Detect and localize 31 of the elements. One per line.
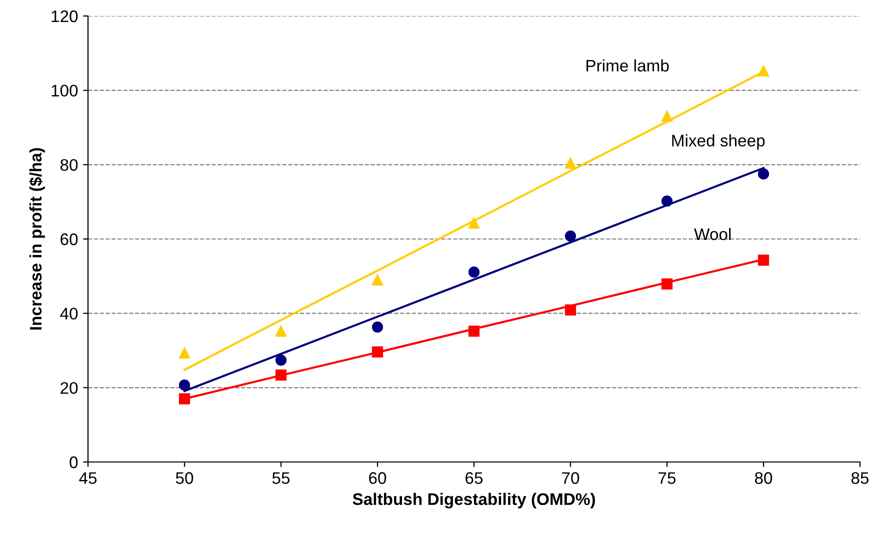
- point: [178, 348, 190, 359]
- x-tick-label: 60: [369, 472, 386, 484]
- y-tick-label: 100: [52, 84, 78, 97]
- point: [372, 274, 384, 286]
- point: [564, 230, 576, 242]
- point: [372, 322, 384, 333]
- y-tick-label: 120: [52, 10, 78, 22]
- x-tick-label: 45: [79, 472, 97, 484]
- point: [758, 168, 770, 180]
- x-tick-label: 85: [851, 472, 869, 484]
- point: [275, 354, 287, 366]
- x-tick-label: 55: [272, 472, 290, 484]
- y-tick-label: 0: [70, 456, 78, 468]
- y-tick-label: 40: [60, 308, 78, 320]
- x-axis-title: Saltbush Digestability (OMD%): [352, 492, 595, 508]
- annotation: Mixed sheep: [672, 134, 765, 150]
- annotation: Wool: [694, 228, 731, 240]
- y-tick-label: 80: [60, 159, 78, 171]
- point: [178, 380, 190, 391]
- x-tick-label: 80: [754, 472, 772, 484]
- x-tick-label: 65: [466, 472, 483, 484]
- x-tick-label: 70: [562, 472, 580, 484]
- annotation: Prime lamb: [586, 59, 669, 72]
- point: [564, 158, 576, 169]
- x-tick-label: 75: [658, 472, 676, 484]
- y-tick-label: 60: [60, 233, 78, 246]
- point: [275, 326, 287, 337]
- y-tick-label: 20: [60, 382, 78, 394]
- x-tick-label: 50: [176, 472, 194, 484]
- y-axis-title: Increase in profit ($/ha): [29, 148, 45, 330]
- point: [468, 266, 480, 278]
